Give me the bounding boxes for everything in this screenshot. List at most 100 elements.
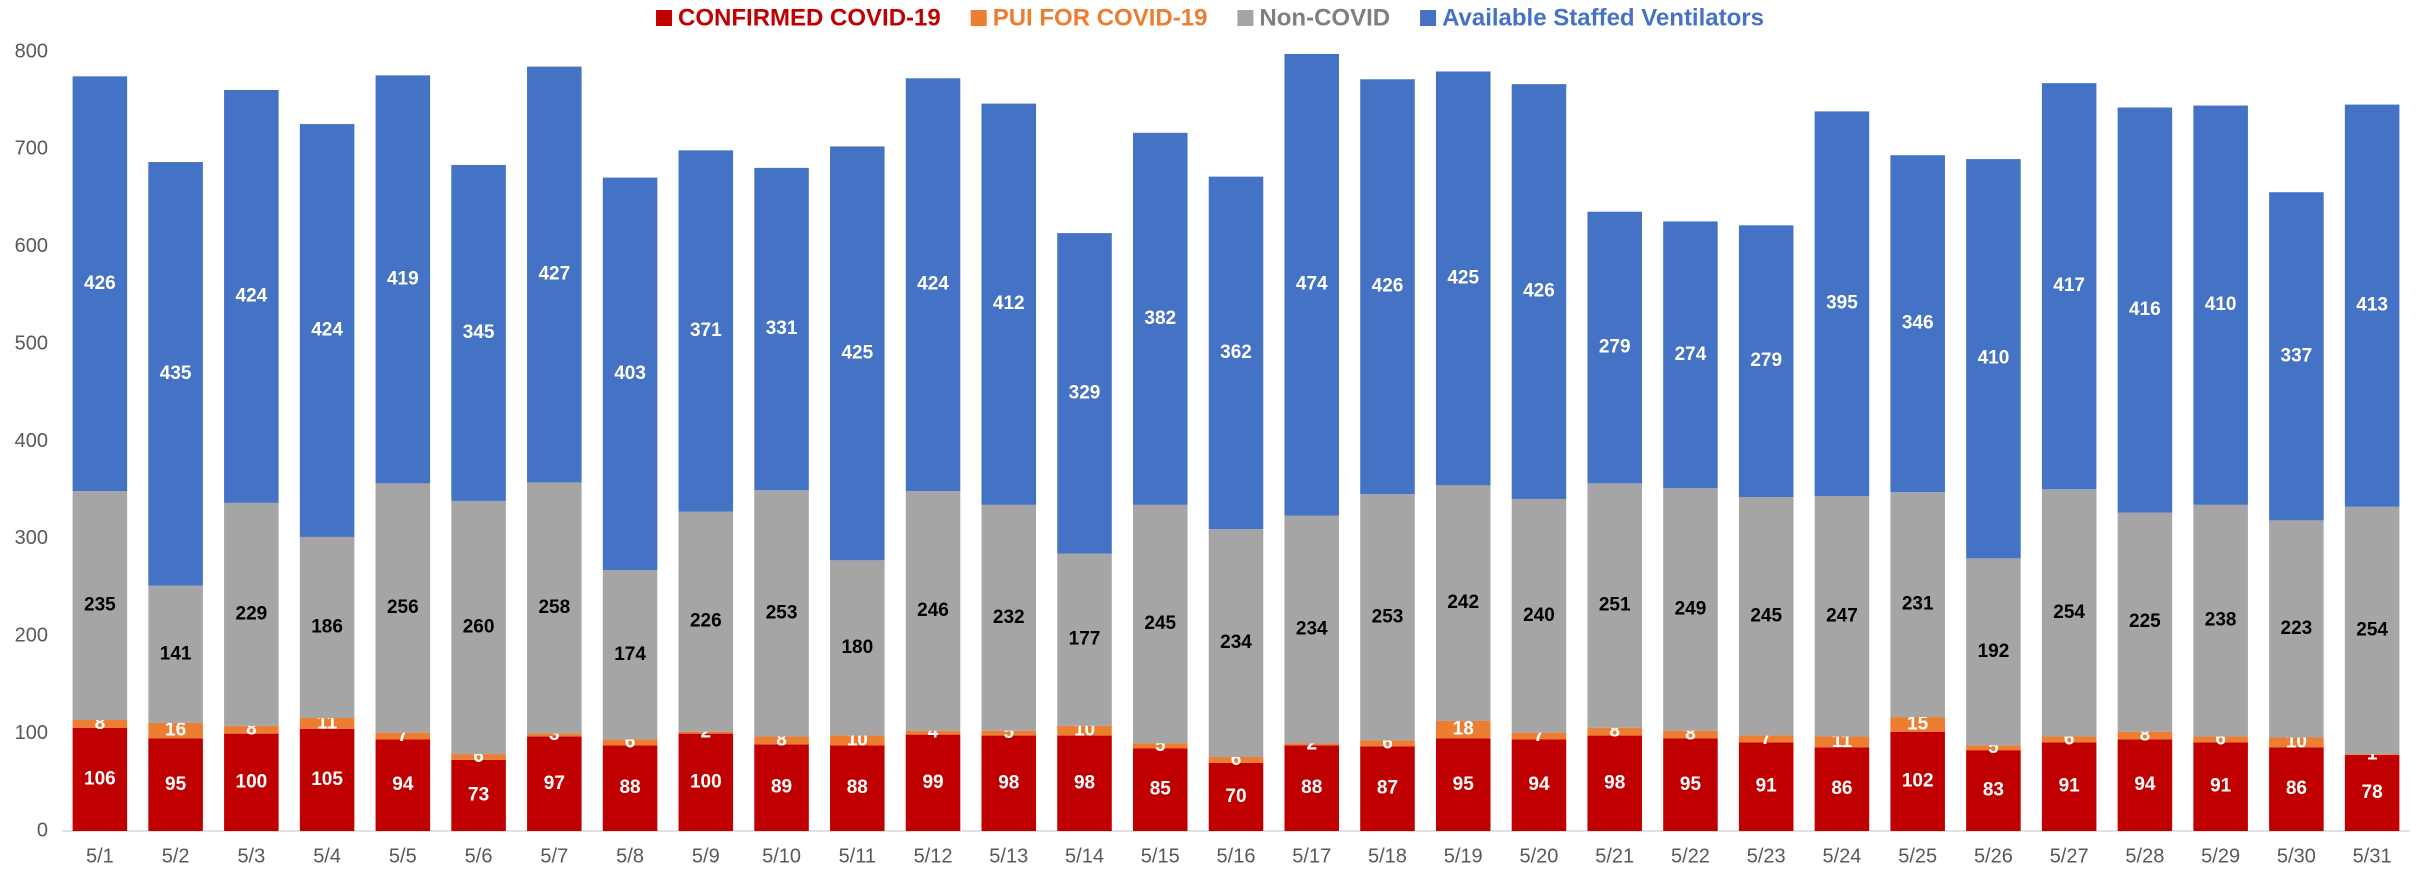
data-label: 238 — [2205, 610, 2237, 631]
bar-segment — [905, 730, 961, 735]
x-tick-label: 5/31 — [2353, 845, 2392, 867]
data-label: 425 — [841, 342, 873, 363]
x-tick-label: 5/17 — [1292, 845, 1331, 867]
data-label: 5 — [1155, 735, 1166, 756]
data-label: 382 — [1144, 308, 1176, 329]
data-label: 395 — [1826, 293, 1858, 314]
bar-segment — [1511, 498, 1567, 733]
bar-segment — [1663, 738, 1718, 831]
data-label: 249 — [1675, 598, 1707, 619]
data-label: 226 — [690, 611, 722, 632]
bar-segment — [2193, 504, 2248, 737]
bar-segment — [1890, 731, 1945, 831]
bar-segment — [1511, 732, 1567, 740]
bar-segment — [1814, 747, 1870, 831]
data-label: 5 — [1988, 737, 1999, 758]
bar-segment — [527, 736, 582, 831]
data-label: 78 — [2362, 782, 2383, 803]
bar-segment — [451, 759, 506, 831]
data-label: 245 — [1750, 605, 1782, 626]
legend-label: Available Staffed Ventilators — [1442, 4, 1764, 31]
legend-swatch — [970, 10, 987, 26]
bar-segment — [754, 736, 809, 745]
y-tick-label: 0 — [37, 819, 48, 841]
bar-segment — [527, 66, 582, 483]
bar-segment — [2269, 747, 2324, 831]
data-label: 95 — [1453, 774, 1475, 795]
bar-segment — [299, 536, 355, 719]
y-tick-label: 400 — [15, 430, 48, 452]
bar-segment — [1132, 132, 1188, 505]
data-label: 8 — [1609, 721, 1620, 742]
data-label: 86 — [2286, 778, 2307, 799]
bar-segment — [2117, 739, 2173, 831]
data-label: 424 — [917, 274, 949, 295]
bar-segment — [1208, 762, 1264, 831]
bar-segment — [224, 502, 279, 726]
data-label: 279 — [1750, 350, 1782, 371]
data-label: 416 — [2129, 299, 2161, 320]
bar-segment — [1284, 53, 1340, 516]
x-tick-label: 5/13 — [989, 845, 1028, 867]
data-label: 410 — [1978, 348, 2010, 369]
bar-segment — [224, 89, 279, 503]
bar-segment — [2193, 736, 2248, 743]
data-label: 435 — [160, 363, 192, 384]
bar-segment — [2193, 105, 2248, 505]
bar-segment — [2344, 754, 2400, 756]
data-label: 256 — [387, 597, 419, 618]
x-tick-label: 5/28 — [2125, 845, 2164, 867]
y-tick-label: 100 — [15, 722, 48, 744]
x-tick-label: 5/10 — [762, 845, 801, 867]
data-label: 247 — [1826, 605, 1858, 626]
bar-segment — [1814, 111, 1870, 497]
legend-label: PUI FOR COVID-19 — [993, 4, 1208, 31]
data-label: 345 — [463, 322, 495, 343]
data-label: 254 — [2053, 602, 2085, 623]
bar-segment — [1738, 497, 1794, 736]
legend-label: Non-COVID — [1259, 4, 1390, 31]
bar-segment — [602, 570, 658, 740]
data-label: 6 — [625, 731, 636, 752]
data-label: 7 — [398, 725, 409, 746]
data-label: 7 — [1534, 725, 1545, 746]
data-label: 424 — [311, 320, 343, 341]
bar-segment — [1663, 730, 1718, 739]
data-label: 426 — [1523, 281, 1555, 302]
bar-segment — [451, 164, 506, 501]
bar-segment — [2117, 512, 2173, 732]
data-label: 186 — [311, 617, 343, 638]
bar-segment — [1284, 743, 1340, 746]
bar-segment — [1360, 746, 1415, 831]
legend-swatch — [1420, 10, 1437, 26]
data-label: 8 — [246, 719, 257, 740]
x-tick-label: 5/1 — [86, 845, 114, 867]
bar-segment — [1738, 742, 1794, 831]
data-label: 87 — [1377, 778, 1398, 799]
x-tick-label: 5/27 — [2050, 845, 2089, 867]
data-label: 88 — [847, 777, 868, 798]
data-label: 98 — [998, 772, 1019, 793]
data-label: 242 — [1447, 592, 1479, 613]
data-label: 424 — [236, 285, 268, 306]
y-tick-label: 300 — [15, 527, 48, 549]
bar-segment — [1132, 748, 1188, 831]
x-tick-label: 5/7 — [540, 845, 568, 867]
bar-segment — [451, 754, 506, 760]
data-label: 8 — [95, 713, 106, 734]
data-label: 1 — [2367, 744, 2378, 765]
bar-segment — [2041, 736, 2097, 743]
bar-segment — [830, 146, 885, 561]
bar-segment — [148, 738, 203, 831]
bar-segment — [905, 491, 961, 731]
bar-segment — [602, 745, 658, 831]
bar-segment — [1208, 756, 1264, 763]
bar-segment — [148, 722, 203, 739]
bar-segment — [1435, 71, 1491, 486]
data-label: 329 — [1069, 382, 1101, 403]
bar-segment — [1360, 740, 1415, 747]
bar-segment — [1890, 717, 1945, 732]
x-tick-label: 5/25 — [1898, 845, 1937, 867]
data-label: 94 — [2134, 774, 2156, 795]
data-label: 8 — [1685, 724, 1696, 745]
